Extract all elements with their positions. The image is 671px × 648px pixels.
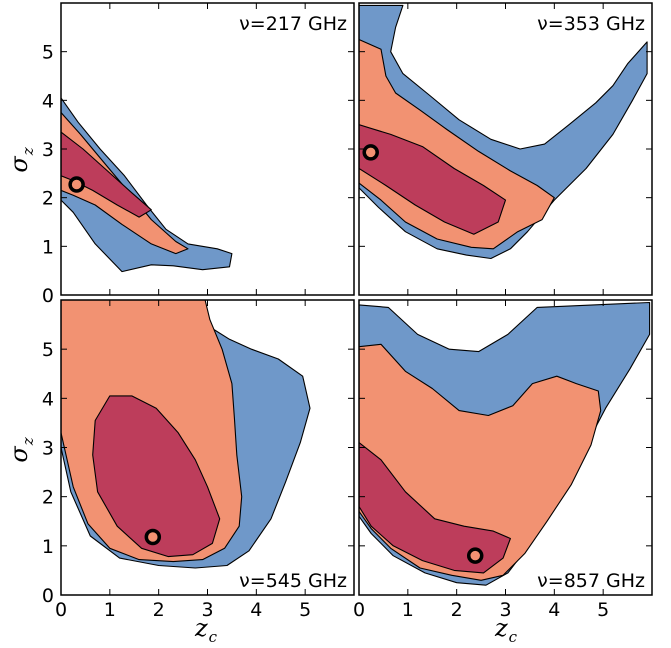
y-tick-label: 4	[42, 388, 54, 410]
panel-4: 0 1 2 3 4 5 ν=857 GHz	[353, 299, 653, 621]
panels-layer: 0 1 2 3 4 5 ν=217 GHz ν=353 GHz 0 1 2 3 4 5 0 1 2 3 4 5 ν=54…	[42, 2, 653, 621]
contour-group	[61, 300, 311, 569]
x-tick-label: 1	[402, 599, 414, 621]
y-tick-label: 4	[42, 90, 54, 112]
x-tick-label: 2	[153, 599, 165, 621]
y-tick-label: 5	[42, 339, 54, 361]
best-fit-marker	[362, 144, 379, 161]
x-axis-label-right: zc	[494, 614, 518, 646]
x-tick-label: 3	[499, 599, 511, 621]
y-tick-label: 2	[42, 487, 54, 509]
y-tick-label: 1	[42, 236, 54, 258]
best-fit-marker	[144, 528, 162, 546]
contour-inner	[61, 131, 152, 218]
contour-inner	[92, 395, 221, 558]
contour-inner	[359, 124, 507, 235]
contour-outer	[61, 97, 233, 273]
panel-frequency-label: ν=217 GHz	[239, 13, 347, 35]
contour-inner	[359, 442, 511, 574]
contour-group	[359, 4, 648, 260]
x-tick-label: 0	[55, 599, 67, 621]
panel-3: 0 1 2 3 4 5 0 1 2 3 4 5 ν=545 GHz	[42, 299, 355, 621]
x-tick-label: 5	[597, 599, 609, 621]
best-fit-marker	[466, 547, 484, 564]
x-tick-label: 3	[201, 599, 213, 621]
y-tick-label: 2	[42, 188, 54, 210]
x-tick-label: 2	[451, 599, 463, 621]
y-tick-label: 3	[42, 139, 54, 161]
contour-group	[359, 301, 651, 586]
panel-1: 0 1 2 3 4 5 ν=217 GHz	[42, 2, 355, 307]
panel-2: ν=353 GHz	[358, 2, 653, 296]
contour-group	[61, 97, 233, 273]
y-tick-label: 5	[42, 42, 54, 64]
x-tick-label: 4	[250, 599, 262, 621]
y-tick-label: 1	[42, 536, 54, 558]
y-tick-label: 3	[42, 438, 54, 460]
best-fit-marker	[68, 176, 85, 193]
y-tick-label: 0	[42, 585, 54, 607]
x-axis-label-left: zc	[194, 614, 218, 646]
x-tick-label: 5	[299, 599, 311, 621]
panel-frequency-label: ν=353 GHz	[537, 13, 645, 35]
x-tick-label: 0	[353, 599, 365, 621]
y-axis-label-bottom: σz	[5, 437, 37, 462]
y-axis-label-top: σz	[5, 147, 37, 172]
panel-frequency-label: ν=545 GHz	[239, 570, 347, 592]
panel-frequency-label: ν=857 GHz	[537, 570, 645, 592]
y-tick-label: 0	[42, 285, 54, 307]
x-tick-label: 4	[548, 599, 560, 621]
x-tick-label: 1	[104, 599, 116, 621]
